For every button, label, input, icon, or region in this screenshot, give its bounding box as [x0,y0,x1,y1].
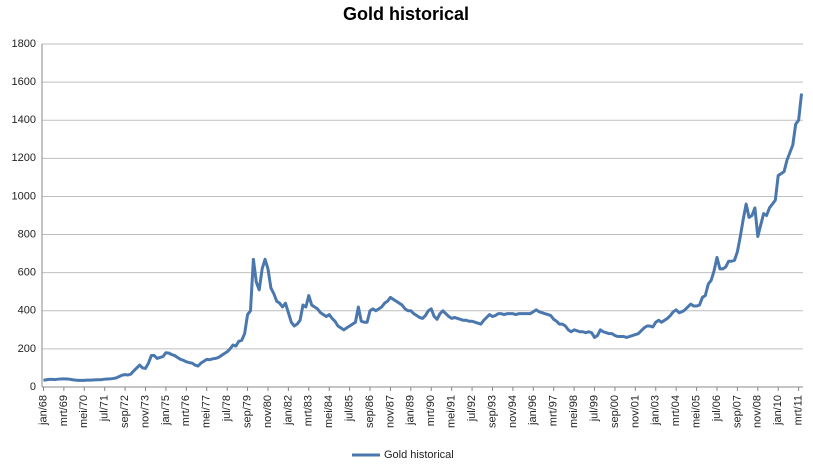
x-tick-label: mei/98 [568,395,580,428]
x-tick-label: nov/73 [139,395,151,428]
x-tick-label: jan/68 [37,395,49,426]
x-tick-label: mei/91 [446,395,458,428]
x-tick-label: jul/06 [711,395,723,422]
y-tick-label: 1200 [12,152,36,164]
x-tick-label: mei/70 [78,395,90,428]
x-tick-label: mrt/04 [670,395,682,426]
x-tick-label: sep/86 [364,395,376,428]
y-tick-label: 600 [18,267,36,279]
x-tick-label: jul/92 [466,395,478,422]
x-tick-label: mrt/97 [548,395,560,426]
x-tick-label: mei/77 [201,395,213,428]
chart-title: Gold historical [343,4,469,24]
x-tick-label: sep/72 [119,395,131,428]
x-tick-label: nov/87 [384,395,396,428]
y-tick-label: 0 [30,381,36,393]
legend-label: Gold historical [384,449,454,461]
x-tick-label: jan/75 [160,395,172,426]
series-line [43,93,804,382]
y-tick-label: 1800 [12,38,36,50]
x-tick-label: jan/10 [772,395,784,426]
y-tick-label: 1400 [12,114,36,126]
x-tick-label: mrt/83 [303,395,315,426]
x-tick-label: jul/71 [99,395,111,422]
x-tick-label: nov/01 [629,395,641,428]
x-tick-label: mrt/69 [58,395,70,426]
y-tick-label: 800 [18,228,36,240]
x-tick-label: jul/99 [588,395,600,422]
x-tick-label: jul/78 [221,395,233,422]
x-tick-label: jul/85 [344,395,356,422]
x-tick-label: jan/03 [650,395,662,426]
x-tick-label: jan/96 [527,395,539,426]
x-tick-label: mrt/11 [793,395,805,425]
x-tick-label: sep/93 [486,395,498,428]
x-tick-label: mei/84 [323,395,335,428]
y-tick-label: 200 [18,343,36,355]
x-tick-label: mei/05 [690,395,702,428]
x-tick-label: mrt/76 [180,395,192,426]
y-tick-label: 1600 [12,76,36,88]
x-tick-label: nov/08 [752,395,764,428]
x-tick-label: nov/80 [262,395,274,428]
x-tick-label: sep/00 [609,395,621,428]
x-tick-label: nov/94 [507,395,519,428]
x-tick-label: sep/79 [241,395,253,428]
y-tick-label: 1000 [12,190,36,202]
x-tick-label: sep/07 [731,395,743,428]
x-tick-label: jan/82 [282,395,294,426]
x-tick-label: mrt/90 [425,395,437,426]
x-tick-label: jan/89 [405,395,417,426]
y-tick-label: 400 [18,305,36,317]
